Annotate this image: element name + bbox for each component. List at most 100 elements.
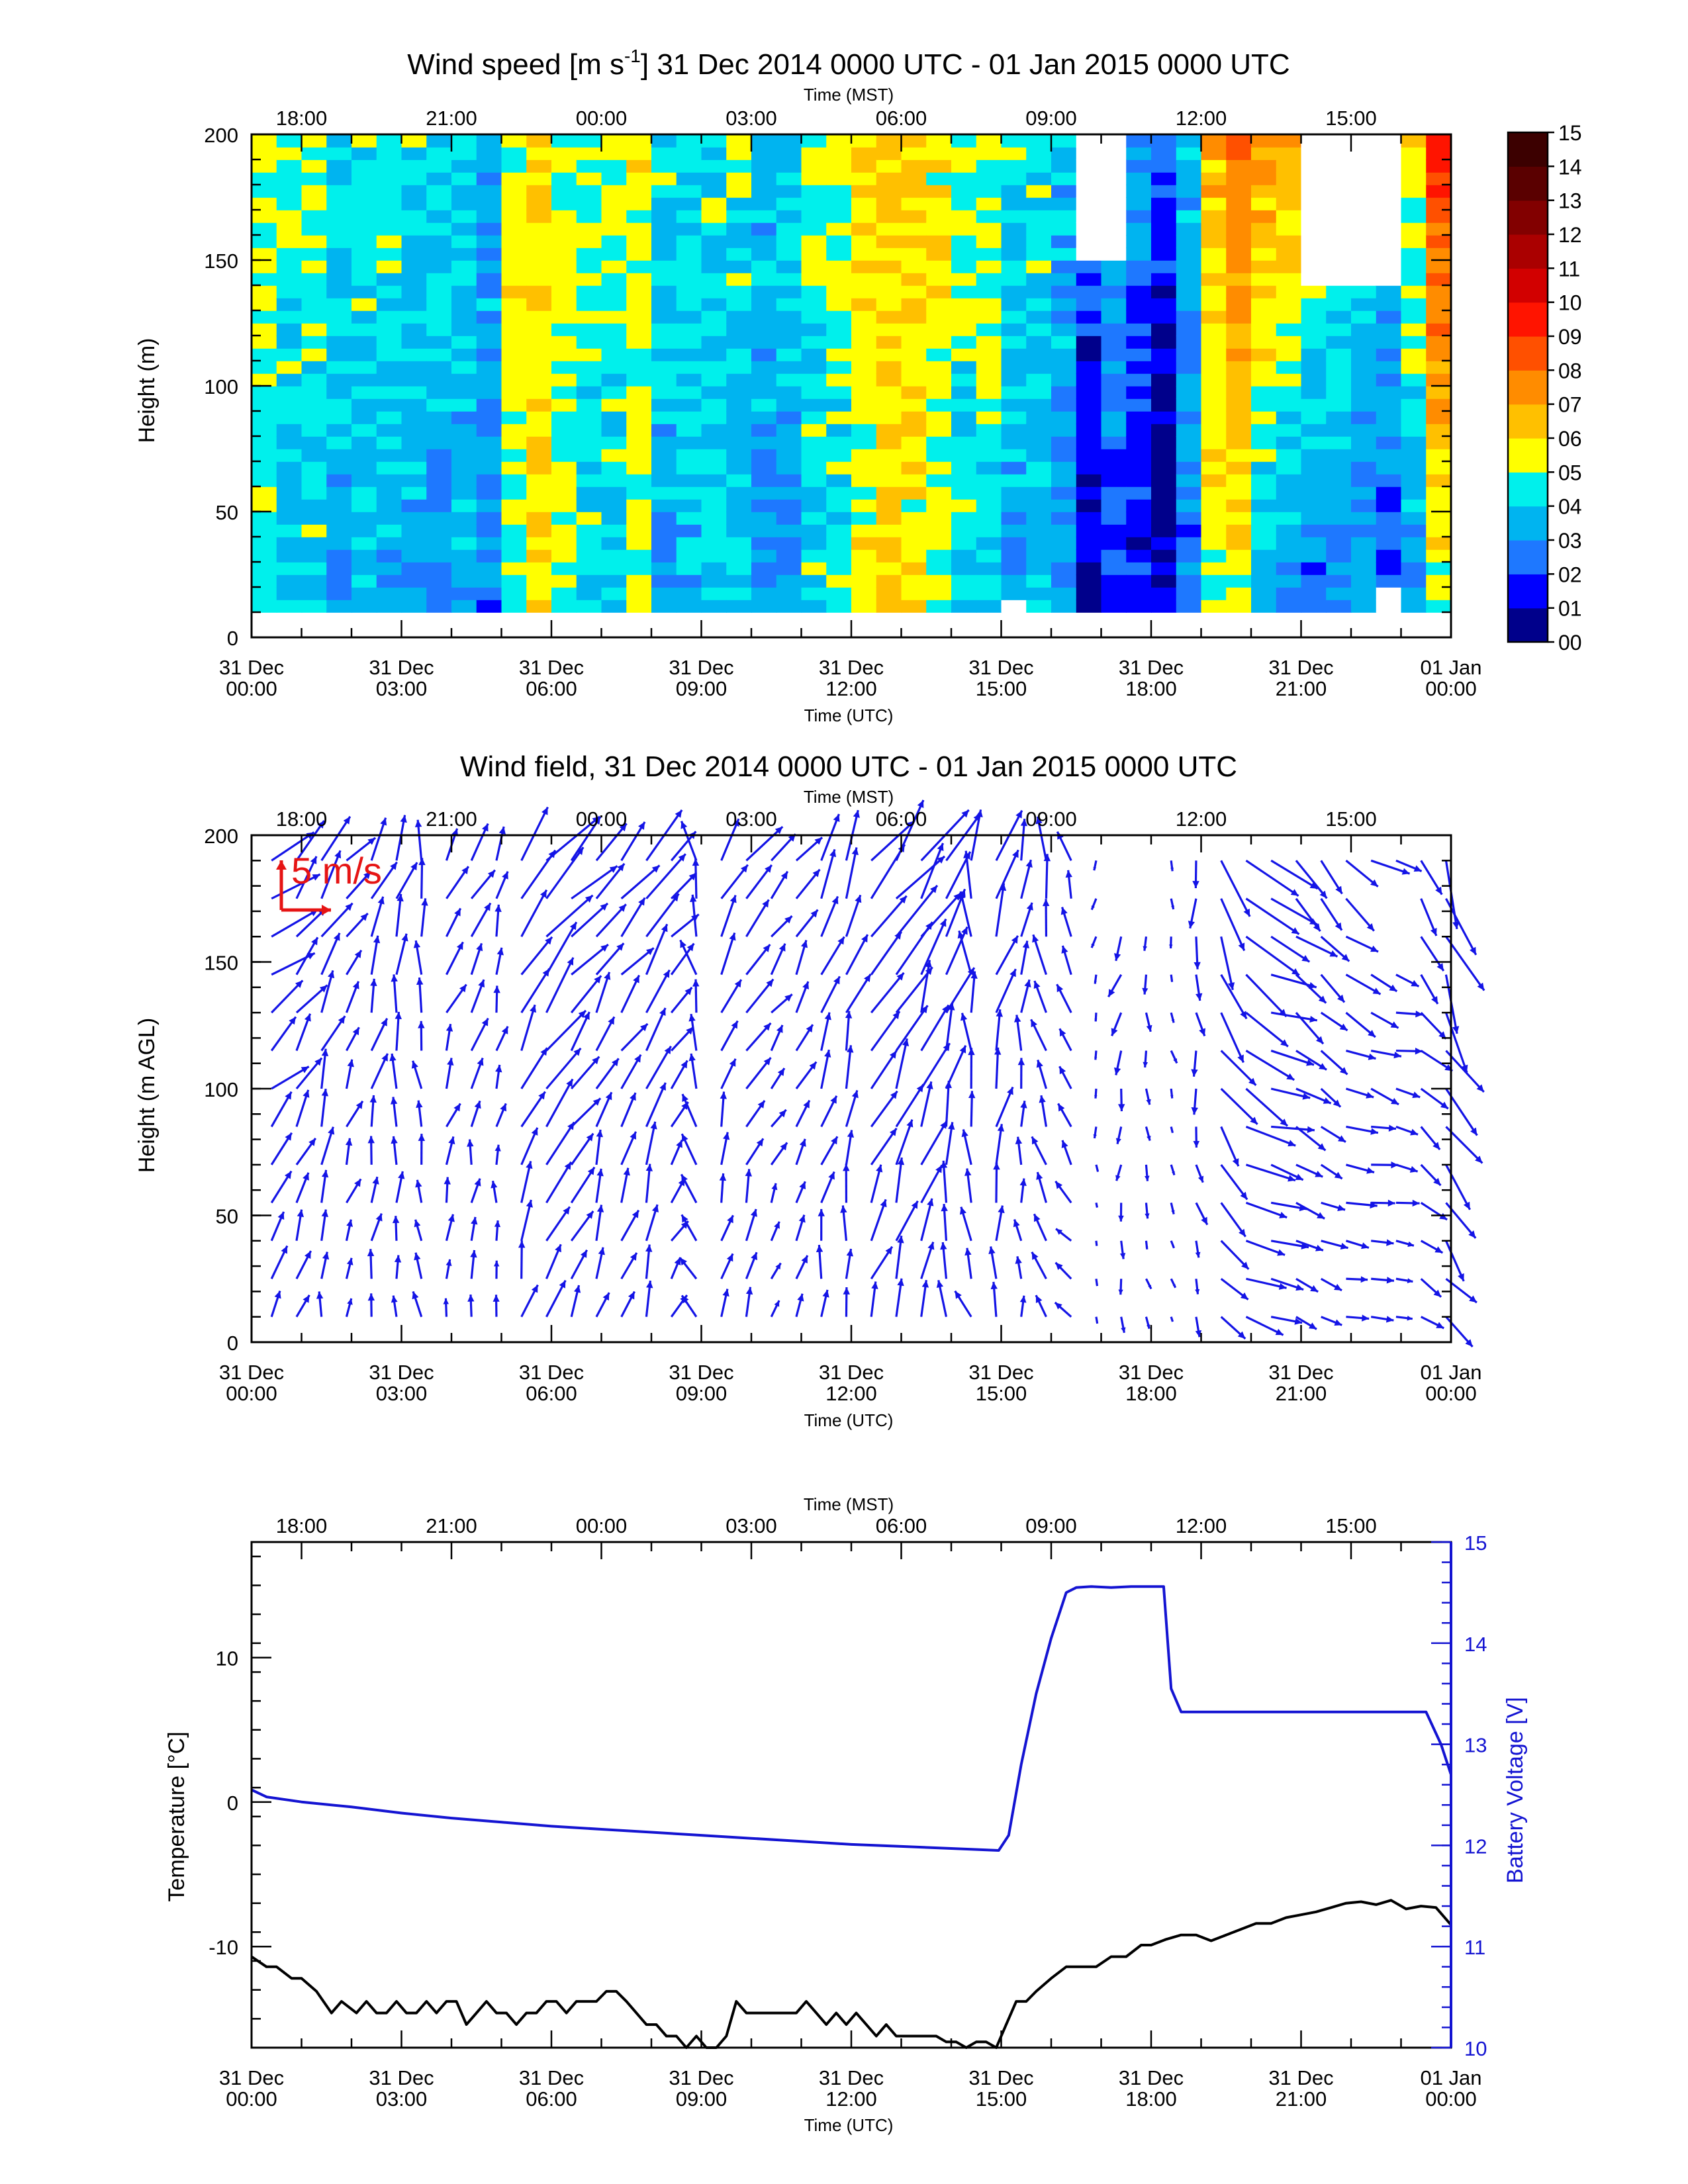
- heatmap-cell: [1001, 285, 1027, 298]
- heatmap-cell: [926, 587, 952, 600]
- colorbar-segment: [1508, 166, 1548, 201]
- heatmap-cell: [1376, 210, 1402, 223]
- heatmap-cell: [401, 285, 428, 298]
- wind-arrow-head: [502, 871, 508, 880]
- heatmap-cell: [526, 185, 552, 198]
- heatmap-cell: [401, 386, 428, 399]
- heatmap-cell: [951, 235, 977, 248]
- wind-arrow-head: [1334, 1283, 1342, 1291]
- heatmap-cell: [851, 235, 877, 248]
- heatmap-cell: [1076, 549, 1102, 563]
- wind-arrow-head: [1196, 993, 1203, 1001]
- heatmap-cell: [401, 273, 428, 286]
- heatmap-cell: [1176, 562, 1202, 575]
- wind-arrow-head: [1410, 1128, 1419, 1136]
- heatmap-cell: [826, 285, 852, 298]
- heatmap-cell: [826, 549, 852, 563]
- heatmap-cell: [901, 373, 927, 387]
- heatmap-cell: [626, 273, 652, 286]
- heatmap-cell: [1001, 222, 1027, 236]
- wind-arrow-head: [1475, 1156, 1483, 1163]
- heatmap-cell: [1201, 172, 1227, 185]
- wind-arrow: [1270, 897, 1318, 926]
- heatmap-cell: [426, 172, 452, 185]
- battery-voltage-line: [251, 1585, 1452, 1852]
- heatmap-cell: [326, 159, 352, 173]
- heatmap-cell: [426, 235, 452, 248]
- heatmap-cell: [651, 524, 677, 537]
- heatmap-cell: [676, 386, 702, 399]
- heatmap-cell: [1176, 398, 1202, 412]
- heatmap-cell: [626, 512, 652, 525]
- heatmap-cell: [951, 260, 977, 273]
- wind-arrow-head: [840, 1205, 847, 1213]
- heatmap-cell: [501, 285, 528, 298]
- wind-arrow: [545, 846, 585, 899]
- heatmap-cell: [1026, 298, 1052, 311]
- heatmap-cell: [451, 537, 477, 550]
- heatmap-cell: [601, 273, 628, 286]
- heatmap-cell: [601, 197, 628, 210]
- wind-arrow-head: [1290, 889, 1299, 896]
- heatmap-cell: [1226, 549, 1252, 563]
- wind-arrow-head: [1366, 1091, 1374, 1099]
- heatmap-cell: [601, 222, 628, 236]
- heatmap-cell: [1201, 235, 1227, 248]
- x2-tick-label: 00:00: [576, 1514, 628, 1537]
- heatmap-cell: [651, 185, 677, 198]
- heatmap-cell: [1401, 600, 1427, 613]
- heatmap-cell: [651, 461, 677, 475]
- heatmap-cell: [352, 373, 377, 387]
- heatmap-cell: [476, 600, 502, 613]
- x-tick-label-time: 00:00: [1425, 2087, 1477, 2111]
- heatmap-cell: [826, 147, 852, 160]
- wind-arrow-head: [1013, 1219, 1020, 1228]
- heatmap-cell: [976, 512, 1002, 525]
- wind-arrow-head: [1315, 1244, 1323, 1251]
- wind-arrow: [320, 933, 341, 976]
- wind-arrow: [1245, 1201, 1288, 1219]
- heatmap-cell: [576, 348, 602, 361]
- heatmap-cell: [1376, 197, 1402, 210]
- heatmap-cell: [751, 348, 777, 361]
- heatmap-cell: [751, 512, 777, 525]
- heatmap-cell: [1276, 222, 1302, 236]
- heatmap-cell: [801, 386, 827, 399]
- heatmap-cell: [1376, 248, 1402, 261]
- wind-arrow-head: [1476, 1084, 1484, 1092]
- heatmap-cell: [576, 260, 602, 273]
- heatmap-cell: [1226, 499, 1252, 512]
- heatmap-cell: [401, 222, 428, 236]
- heatmap-cell: [1326, 424, 1352, 437]
- heatmap-cell: [576, 449, 602, 462]
- heatmap-cell: [1201, 398, 1227, 412]
- heatmap-cell: [1351, 298, 1377, 311]
- heatmap-cell: [1101, 134, 1127, 148]
- wind-arrow-head: [801, 1255, 808, 1263]
- heatmap-cell: [926, 600, 952, 613]
- wind-arrow-head: [941, 1204, 948, 1212]
- wind-arrow-head: [1193, 1140, 1200, 1148]
- heatmap-cell: [626, 424, 652, 437]
- heatmap-cell: [426, 486, 452, 500]
- heatmap-cell: [1026, 235, 1052, 248]
- heatmap-cell: [426, 449, 452, 462]
- heatmap-cell: [851, 524, 877, 537]
- wind-arrow: [620, 864, 661, 899]
- heatmap-cell: [701, 562, 727, 575]
- heatmap-cell: [451, 336, 477, 349]
- wind-arrow-head: [1310, 1285, 1319, 1292]
- heatmap-cell: [252, 411, 277, 424]
- heatmap-cell: [1426, 323, 1452, 336]
- heatmap-cell: [276, 222, 303, 236]
- x2-tick-label: 12:00: [1176, 1514, 1227, 1537]
- wind-arrow: [945, 813, 982, 862]
- heatmap-cell: [876, 537, 902, 550]
- heatmap-cell: [701, 386, 727, 399]
- heatmap-cell: [576, 386, 602, 399]
- wind-arrow-head: [797, 1293, 804, 1302]
- wind-arrow: [1270, 935, 1311, 963]
- heatmap-cell: [501, 134, 528, 148]
